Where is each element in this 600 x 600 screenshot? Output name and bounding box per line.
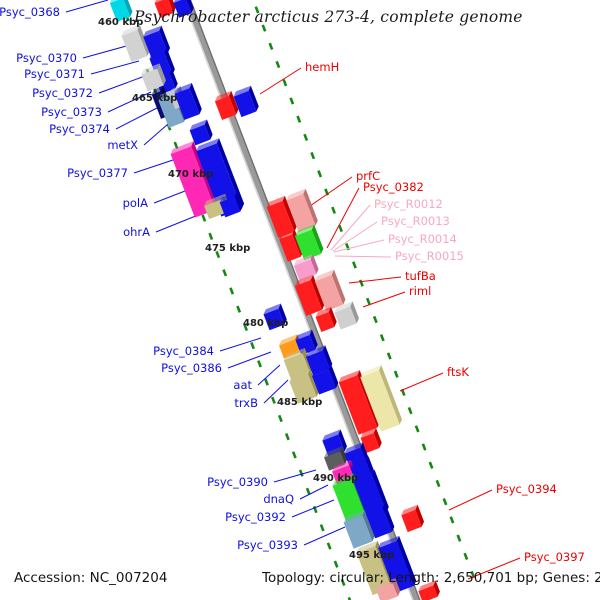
gene-label-psyc-0390[interactable]: Psyc_0390 bbox=[207, 475, 268, 489]
gene-pink-b[interactable] bbox=[313, 269, 346, 312]
gene-khaki-big[interactable] bbox=[359, 365, 404, 432]
gene-label-psyc-r0012[interactable]: Psyc_R0012 bbox=[374, 197, 443, 211]
gene-red-e[interactable] bbox=[293, 274, 325, 316]
gene-label-psyc-0393[interactable]: Psyc_0393 bbox=[237, 538, 298, 552]
axis-tick-label: 485 kbp bbox=[277, 397, 323, 408]
gene-grey-d[interactable] bbox=[333, 301, 360, 330]
gene-label-psyc-r0013[interactable]: Psyc_R0013 bbox=[381, 214, 450, 228]
gene-label-aat[interactable]: aat bbox=[233, 378, 252, 392]
axis-tick-label: 470 kbp bbox=[168, 169, 214, 180]
gene-grey-b[interactable] bbox=[140, 63, 167, 92]
gene-label-psyc-0371[interactable]: Psyc_0371 bbox=[24, 67, 85, 81]
gene-label-psyc-0382[interactable]: Psyc_0382 bbox=[363, 180, 424, 194]
gene-steel-b[interactable] bbox=[342, 510, 376, 549]
axis-tick-label: 460 kbp bbox=[98, 17, 144, 28]
gene-label-psyc-0368[interactable]: Psyc_0368 bbox=[0, 5, 60, 19]
gene-glyph-layer[interactable] bbox=[108, 0, 441, 600]
gene-label-psyc-0377[interactable]: Psyc_0377 bbox=[67, 166, 128, 180]
gene-label-psyc-0392[interactable]: Psyc_0392 bbox=[225, 510, 286, 524]
gene-red-h[interactable] bbox=[400, 504, 426, 533]
gene-label-metx[interactable]: metX bbox=[107, 138, 138, 152]
gene-label-psyc-0397[interactable]: Psyc_0397 bbox=[524, 550, 585, 564]
gene-khaki-c[interactable] bbox=[288, 369, 320, 404]
gene-label-psyc-0394[interactable]: Psyc_0394 bbox=[496, 482, 557, 496]
gene-blue-i[interactable] bbox=[262, 303, 288, 331]
gene-red-b[interactable] bbox=[213, 90, 239, 121]
gene-blue-f[interactable] bbox=[188, 119, 214, 146]
axis-tick-label: 495 kbp bbox=[349, 550, 395, 561]
gene-red-g[interactable] bbox=[359, 427, 383, 453]
gene-pink-star[interactable] bbox=[292, 254, 320, 281]
gene-label-riml[interactable]: riml bbox=[409, 284, 432, 298]
gene-blue-d[interactable] bbox=[173, 82, 203, 120]
gene-label-psyc-r0014[interactable]: Psyc_R0014 bbox=[388, 232, 457, 246]
gene-blue-r[interactable] bbox=[377, 535, 418, 593]
gene-pink-a[interactable] bbox=[285, 188, 319, 233]
gene-label-ohra[interactable]: ohrA bbox=[123, 225, 150, 239]
gene-blue-e[interactable] bbox=[232, 85, 260, 118]
gene-magenta[interactable] bbox=[169, 141, 219, 218]
accession-text: Accession: NC_007204 bbox=[14, 570, 168, 586]
gene-blue-q[interactable] bbox=[365, 502, 396, 539]
gene-label-hemh[interactable]: hemH bbox=[305, 60, 340, 74]
gene-label-psyc-0373[interactable]: Psyc_0373 bbox=[41, 105, 102, 119]
gene-label-psyc-0374[interactable]: Psyc_0374 bbox=[49, 122, 110, 136]
gene-label-pola[interactable]: polA bbox=[122, 196, 148, 210]
gene-label-psyc-r0015[interactable]: Psyc_R0015 bbox=[395, 249, 464, 263]
axis-tick-label: 490 kbp bbox=[313, 473, 359, 484]
gene-red-top[interactable] bbox=[153, 0, 177, 18]
gene-label-psyc-0384[interactable]: Psyc_0384 bbox=[153, 344, 214, 358]
axis-tick-label: 475 kbp bbox=[205, 243, 251, 254]
axis-tick-label: 480 kbp bbox=[243, 318, 289, 329]
gene-label-prfc[interactable]: prfC bbox=[356, 169, 381, 183]
gene-label-psyc-0370[interactable]: Psyc_0370 bbox=[16, 51, 77, 65]
gene-grey-a[interactable] bbox=[120, 24, 151, 63]
gene-green-a[interactable] bbox=[294, 224, 325, 261]
gene-label-trxb[interactable]: trxB bbox=[234, 396, 258, 410]
gene-label-tufba[interactable]: tufBa bbox=[405, 269, 436, 283]
gene-label-ftsk[interactable]: ftsK bbox=[447, 365, 469, 379]
gene-blue-h[interactable] bbox=[218, 191, 244, 218]
page-title: Psychrobacter arcticus 273-4, complete g… bbox=[134, 8, 523, 26]
gene-label-psyc-0372[interactable]: Psyc_0372 bbox=[32, 86, 93, 100]
genome-summary-text: Topology: circular; Length: 2,650,701 bp… bbox=[262, 570, 600, 586]
gene-red-c[interactable] bbox=[265, 195, 298, 238]
gene-label-psyc-0386[interactable]: Psyc_0386 bbox=[161, 361, 222, 375]
axis-tick-label: 465 kbp bbox=[132, 93, 178, 104]
gene-red-f[interactable] bbox=[314, 306, 338, 332]
gene-red-i[interactable] bbox=[417, 580, 441, 600]
gene-blue-l[interactable] bbox=[311, 364, 340, 395]
gene-cyan-0368[interactable] bbox=[108, 0, 133, 22]
gene-blue-top[interactable] bbox=[172, 0, 195, 18]
gene-label-dnaq[interactable]: dnaQ bbox=[263, 492, 294, 506]
label-leader-lines bbox=[65, 0, 521, 580]
gene-pink-c[interactable] bbox=[375, 578, 402, 600]
